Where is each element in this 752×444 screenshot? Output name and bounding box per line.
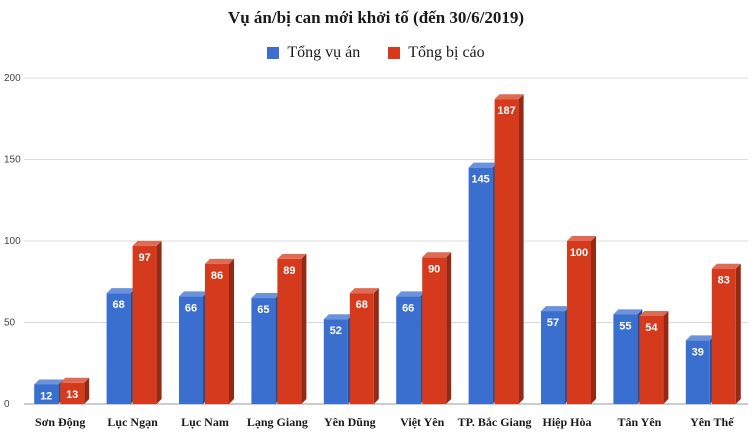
bar-value-label: 13	[66, 389, 78, 401]
bar	[422, 252, 452, 404]
bar-value-label: 66	[402, 302, 414, 314]
bar	[205, 258, 234, 404]
y-tick-label: 100	[4, 236, 21, 247]
x-category-label: Lạng Giang	[247, 415, 308, 429]
x-category-label: Yên Dũng	[324, 415, 376, 429]
bar-value-label: 100	[570, 247, 588, 259]
x-category-label: TP. Bắc Giang	[458, 415, 532, 429]
bar-value-label: 57	[547, 317, 559, 329]
bar-value-label: 83	[718, 275, 730, 287]
legend-label-bi-cao: Tổng bị cáo	[408, 44, 485, 61]
x-category-label: Lục Ngạn	[107, 415, 158, 429]
bar-value-label: 68	[112, 299, 124, 311]
bar	[685, 335, 715, 404]
bar-value-label: 90	[428, 263, 440, 275]
x-category-label: Việt Yên	[400, 415, 444, 429]
x-category-label: Tân Yên	[617, 415, 661, 429]
x-category-label: Hiệp Hòa	[542, 415, 591, 429]
x-category-label: Lục Nam	[181, 415, 229, 429]
bar	[277, 253, 307, 404]
bar	[567, 236, 596, 404]
bar	[349, 288, 379, 404]
bar	[396, 291, 426, 404]
bar-value-label: 55	[619, 320, 631, 332]
bar-value-label: 86	[211, 270, 223, 282]
bar	[132, 240, 162, 404]
bar-value-label: 145	[471, 174, 489, 186]
legend-swatch-vu-an	[267, 47, 280, 59]
legend: Tổng vụ án Tổng bị cáo	[0, 44, 752, 62]
bar	[494, 94, 524, 404]
bar-value-label: 68	[356, 299, 368, 311]
legend-label-vu-an: Tổng vụ án	[287, 44, 361, 61]
bar-value-label: 66	[185, 302, 197, 314]
legend-item-bi-cao: Tổng bị cáo	[388, 44, 485, 62]
bar	[251, 293, 281, 404]
legend-item-vu-an: Tổng vụ án	[267, 44, 360, 62]
bar-value-label: 89	[283, 265, 295, 277]
bar-value-label: 187	[497, 105, 515, 117]
bar	[711, 263, 741, 404]
bar-value-label: 97	[138, 252, 150, 264]
y-tick-label: 150	[4, 155, 21, 166]
legend-swatch-bi-cao	[388, 47, 401, 59]
bar-value-label: 12	[40, 390, 52, 402]
bar	[468, 162, 498, 404]
bar	[639, 310, 669, 404]
bar-value-label: 39	[692, 346, 704, 358]
bar	[60, 377, 90, 404]
bar-value-label: 65	[257, 304, 269, 316]
y-tick-label: 50	[4, 318, 16, 329]
y-tick-label: 0	[4, 399, 10, 410]
chart-title: Vụ án/bị can mới khởi tố (đến 30/6/2019)	[227, 8, 525, 27]
y-tick-label: 200	[4, 73, 21, 84]
bar-value-label: 52	[330, 325, 342, 337]
x-category-label: Yên Thế	[690, 415, 734, 429]
bar-value-label: 54	[645, 322, 658, 334]
bar	[323, 314, 353, 404]
x-category-label: Sơn Động	[35, 415, 85, 429]
